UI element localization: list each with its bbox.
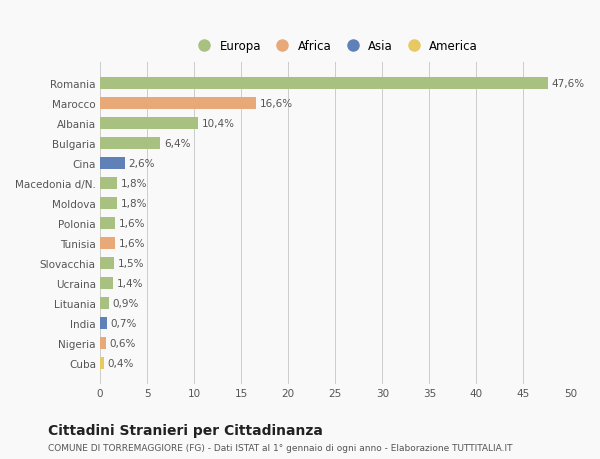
Bar xyxy=(100,177,117,190)
Bar xyxy=(100,237,115,249)
Bar xyxy=(100,137,160,149)
Bar xyxy=(100,197,117,209)
Text: Cittadini Stranieri per Cittadinanza: Cittadini Stranieri per Cittadinanza xyxy=(48,423,323,437)
Text: 1,6%: 1,6% xyxy=(119,218,145,229)
Bar xyxy=(100,218,115,230)
Bar xyxy=(100,97,256,109)
Bar xyxy=(100,157,125,169)
Bar xyxy=(100,358,104,369)
Text: COMUNE DI TORREMAGGIORE (FG) - Dati ISTAT al 1° gennaio di ogni anno - Elaborazi: COMUNE DI TORREMAGGIORE (FG) - Dati ISTA… xyxy=(48,443,512,452)
Text: 0,7%: 0,7% xyxy=(110,319,137,328)
Text: 0,9%: 0,9% xyxy=(112,298,139,308)
Bar xyxy=(100,337,106,349)
Bar xyxy=(100,78,548,90)
Bar xyxy=(100,277,113,289)
Bar xyxy=(100,297,109,309)
Text: 1,8%: 1,8% xyxy=(121,198,147,208)
Bar xyxy=(100,118,198,129)
Text: 47,6%: 47,6% xyxy=(551,78,585,89)
Text: 2,6%: 2,6% xyxy=(128,158,155,168)
Bar xyxy=(100,317,107,330)
Text: 6,4%: 6,4% xyxy=(164,139,191,148)
Text: 0,6%: 0,6% xyxy=(109,338,136,348)
Text: 1,6%: 1,6% xyxy=(119,238,145,248)
Text: 10,4%: 10,4% xyxy=(202,118,235,129)
Text: 1,4%: 1,4% xyxy=(117,279,143,288)
Text: 1,5%: 1,5% xyxy=(118,258,145,269)
Text: 0,4%: 0,4% xyxy=(107,358,134,369)
Legend: Europa, Africa, Asia, America: Europa, Africa, Asia, America xyxy=(189,37,482,56)
Bar xyxy=(100,257,114,269)
Text: 1,8%: 1,8% xyxy=(121,179,147,188)
Text: 16,6%: 16,6% xyxy=(260,98,293,108)
